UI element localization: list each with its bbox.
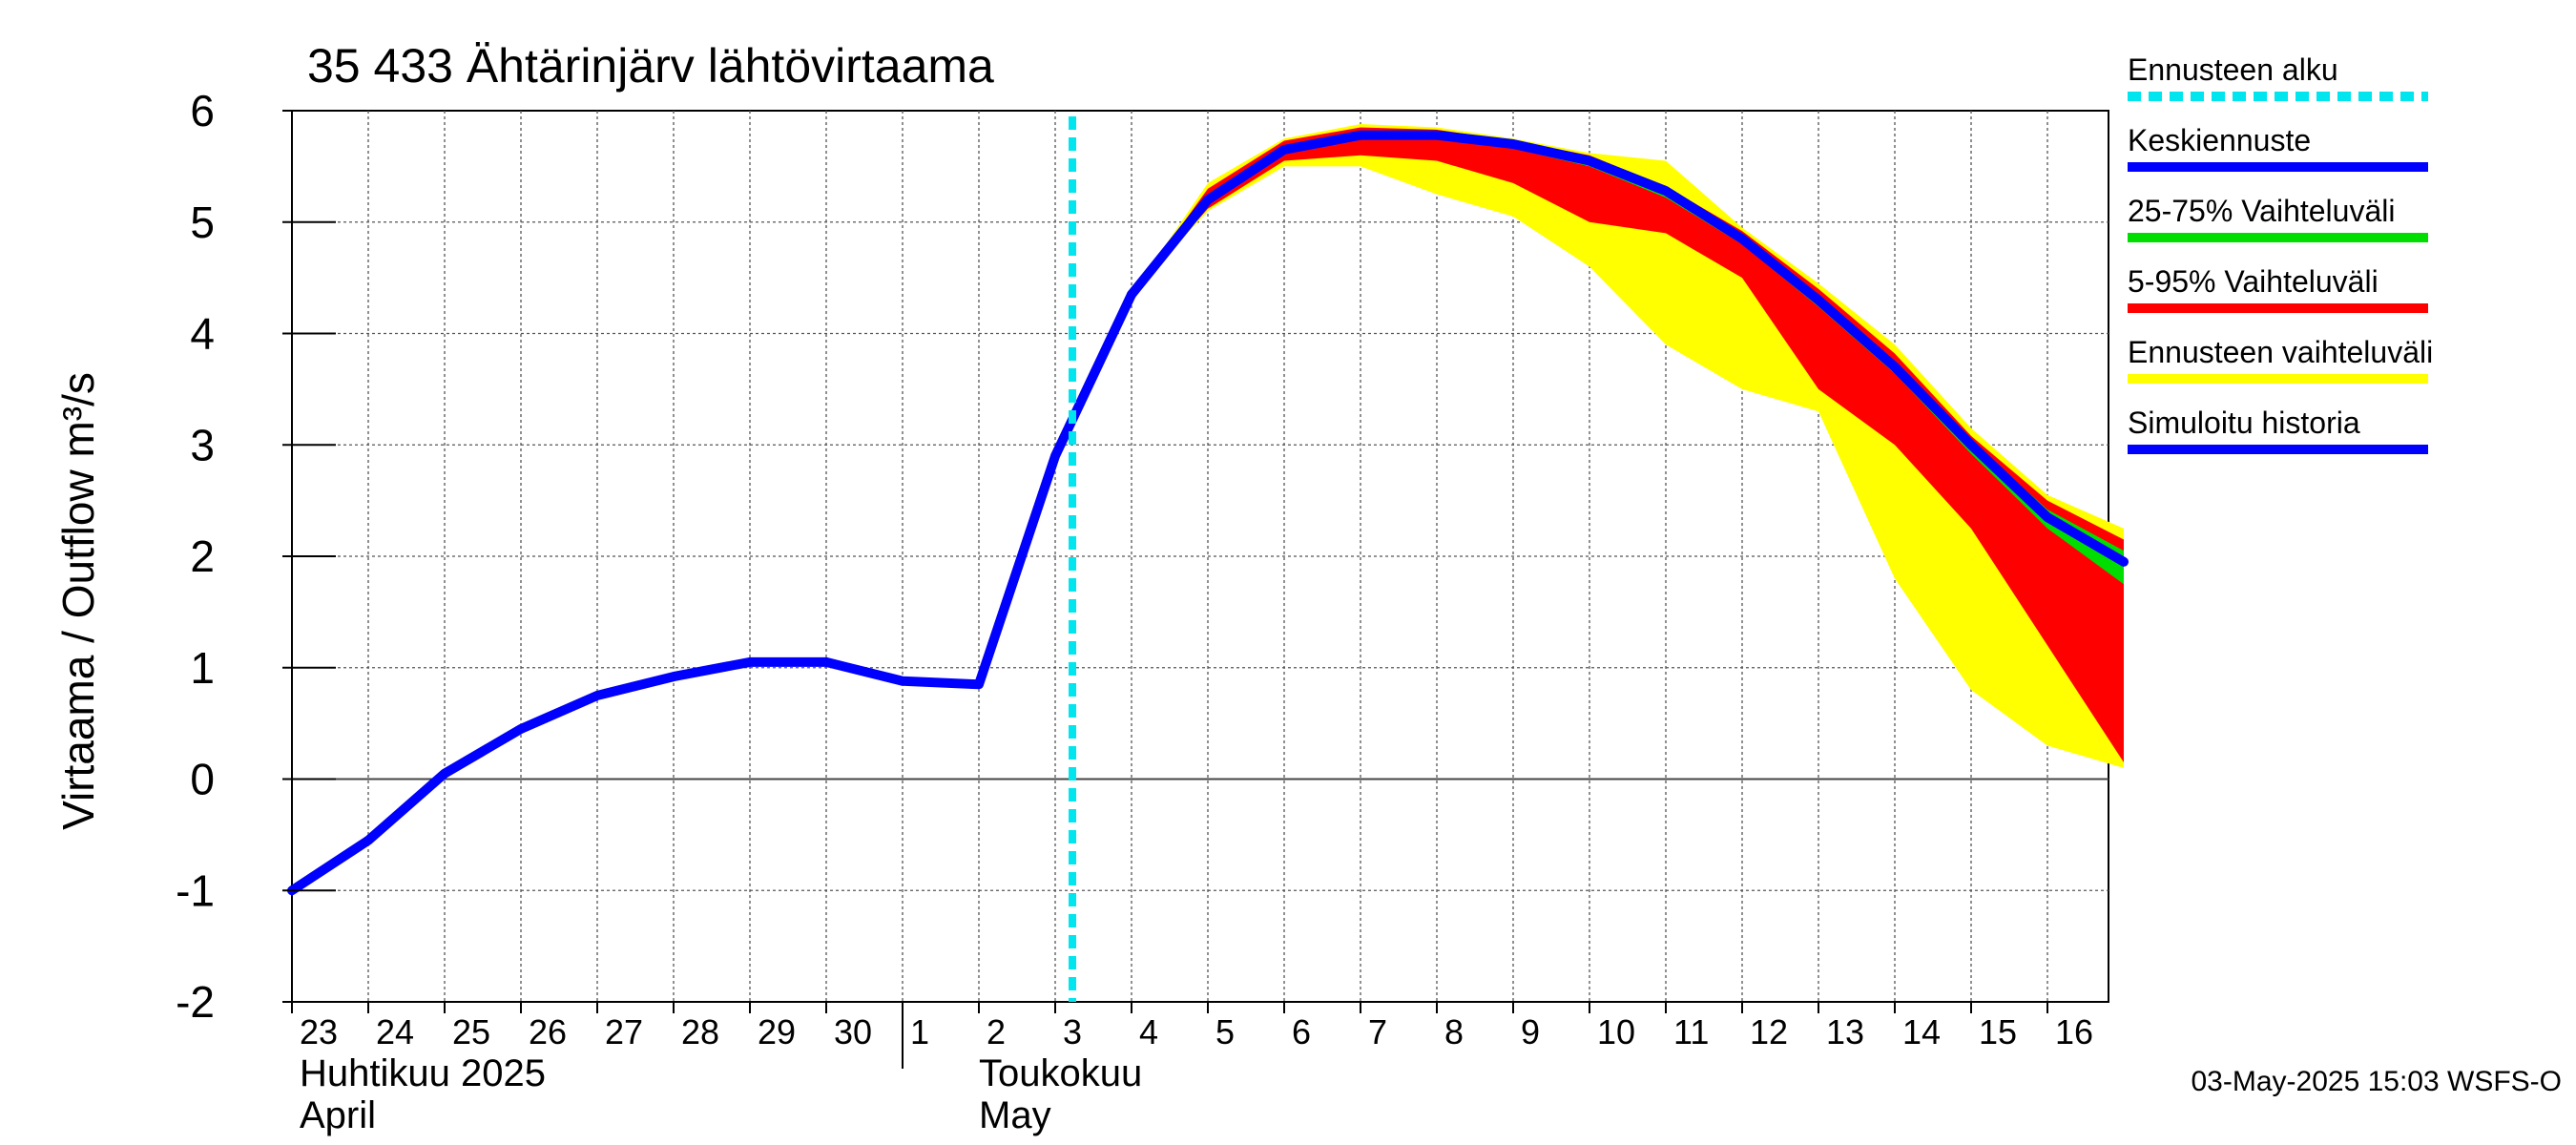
month-label-line1: Toukokuu [979, 1052, 1142, 1094]
month-label-line2: May [979, 1094, 1051, 1136]
x-tick-label: 3 [1063, 1012, 1082, 1051]
y-tick-label: -1 [176, 865, 215, 915]
y-axis-ticks: 6 5 4 3 2 1 0 -1 -2 [176, 86, 336, 1027]
x-tick-label: 26 [529, 1012, 567, 1051]
y-tick-label: 1 [190, 643, 215, 693]
x-tick-label: 14 [1902, 1012, 1941, 1051]
series-lines [287, 116, 2129, 1002]
chart-title: 35 433 Ähtärinjärv lähtövirtaama [307, 39, 994, 93]
x-axis-ticks: 23 24 25 26 27 28 29 30 1 2 3 4 5 6 7 8 9 10 11 12 13 14 15 16 [291, 1002, 2093, 1051]
x-tick-label: 23 [300, 1012, 338, 1051]
y-tick-label: 0 [190, 755, 215, 804]
legend-label: Ennusteen alku [2128, 52, 2338, 87]
x-tick-label: 12 [1750, 1012, 1788, 1051]
y-tick-label: 4 [190, 309, 215, 359]
x-tick-label: 25 [452, 1012, 490, 1051]
legend-label: Keskiennuste [2128, 123, 2311, 157]
month-label-line1: Huhtikuu 2025 [300, 1052, 546, 1094]
grid [291, 110, 2109, 1003]
x-tick-label: 10 [1597, 1012, 1635, 1051]
x-tick-label: 15 [1979, 1012, 2017, 1051]
x-tick-label: 5 [1215, 1012, 1235, 1051]
y-tick-label: 5 [190, 198, 215, 247]
x-tick-label: 28 [681, 1012, 719, 1051]
band-5-95-vaihteluv-li [1132, 127, 2124, 762]
x-tick-label: 13 [1826, 1012, 1864, 1051]
x-tick-label: 16 [2055, 1012, 2093, 1051]
series-line-simuloitu-historia [287, 289, 1136, 896]
x-tick-label: 8 [1444, 1012, 1464, 1051]
x-tick-label: 6 [1292, 1012, 1311, 1051]
legend: Ennusteen alku Keskiennuste 25-75% Vaihtel… [2128, 52, 2433, 454]
x-tick-label: 4 [1139, 1012, 1158, 1051]
x-tick-label: 29 [758, 1012, 796, 1051]
x-tick-label: 30 [834, 1012, 872, 1051]
series-line-keskiennuste [1127, 130, 2129, 567]
x-tick-label: 24 [376, 1012, 414, 1051]
x-tick-label: 1 [910, 1012, 929, 1051]
x-tick-label: 7 [1368, 1012, 1387, 1051]
x-tick-label: 27 [605, 1012, 643, 1051]
timestamp-footer: 03-May-2025 15:03 WSFS-O [2192, 1066, 2563, 1097]
x-tick-label: 11 [1673, 1012, 1709, 1051]
y-axis-label: Virtaama / Outflow m³/s [53, 372, 103, 830]
y-tick-label: 3 [190, 420, 215, 469]
x-tick-label: 9 [1521, 1012, 1540, 1051]
y-tick-label: 6 [190, 86, 215, 135]
legend-label: 25-75% Vaihteluväli [2128, 194, 2395, 228]
x-tick-label: 2 [987, 1012, 1006, 1051]
plot-frame [291, 110, 2109, 1003]
legend-label: 5-95% Vaihteluväli [2128, 264, 2379, 299]
legend-label: Ennusteen vaihteluväli [2128, 335, 2433, 369]
legend-label: Simuloitu historia [2128, 406, 2360, 440]
y-tick-label: -2 [176, 977, 215, 1027]
y-tick-label: 2 [190, 531, 215, 581]
month-label-line2: April [300, 1094, 376, 1136]
